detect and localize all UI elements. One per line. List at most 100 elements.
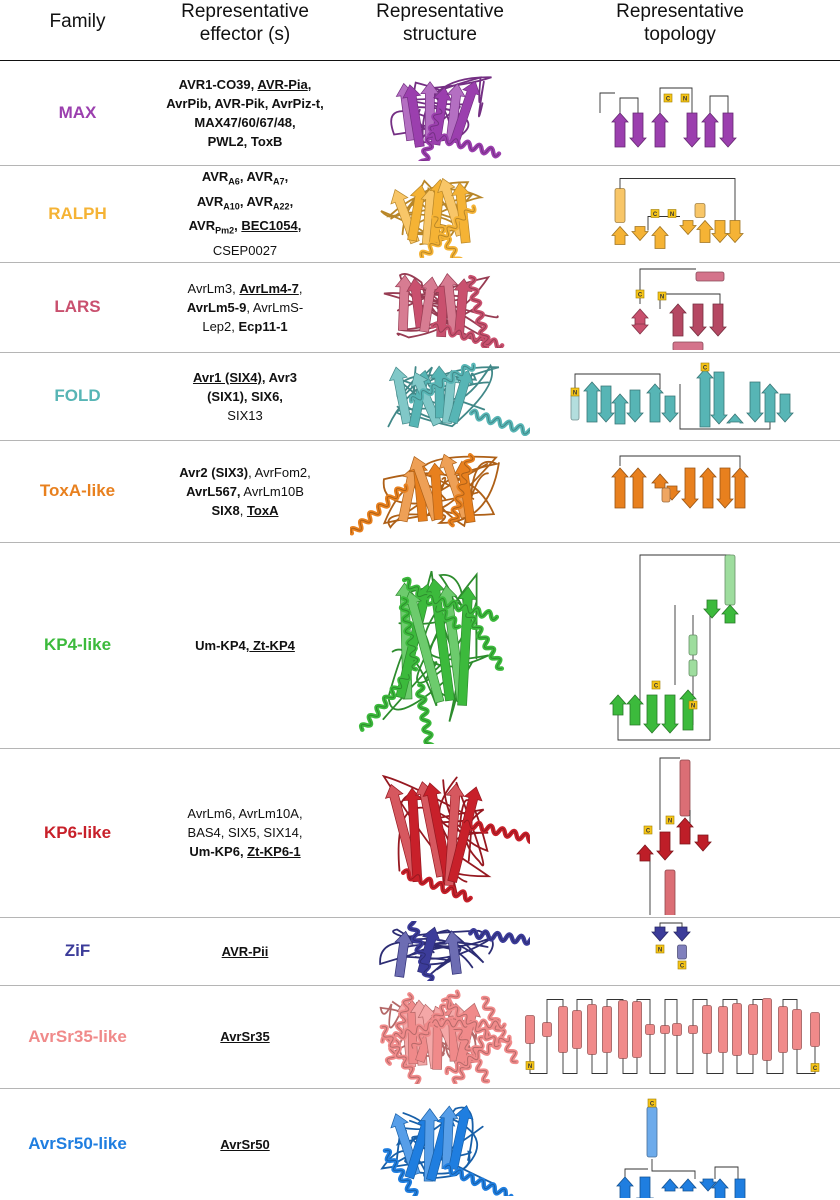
effector-name: AvrLm3, xyxy=(187,280,240,296)
strand-ribbon xyxy=(403,591,445,704)
beta-strand xyxy=(696,368,714,428)
alpha-helix xyxy=(570,393,580,421)
structure-cartoon xyxy=(383,273,505,348)
alpha-helix xyxy=(661,487,671,503)
family-name: AvrSr35-like xyxy=(28,1026,127,1046)
connector-loop xyxy=(639,268,696,304)
beta-strand xyxy=(703,599,721,619)
effector-name: A7 xyxy=(273,176,285,187)
family-name: KP4-like xyxy=(43,635,112,654)
beta-strand xyxy=(651,112,669,148)
alpha-helix xyxy=(602,1006,612,1053)
effector-list: AVRA6, AVRA7, AVRA10, AVRA22, AVRPm2, BEC1… xyxy=(155,165,335,262)
alpha-helix xyxy=(525,1015,535,1044)
header-structure: Representative structure xyxy=(350,0,530,58)
c-terminus-label: C xyxy=(647,1098,657,1108)
structure-cartoon xyxy=(350,453,500,536)
effector-line: AvrLm5-9, AvrLmS- xyxy=(158,298,333,317)
structure-cartoon xyxy=(358,570,505,744)
effector-name: PWL2, ToxB xyxy=(207,134,283,149)
strand-ribbon xyxy=(448,369,475,425)
alpha-helix xyxy=(688,659,698,677)
structure-cartoon xyxy=(379,921,530,981)
beta-strand xyxy=(710,371,728,425)
svg-text:N: N xyxy=(660,295,664,301)
structure-cartoon xyxy=(387,362,530,436)
row-divider xyxy=(0,985,840,986)
n-terminus-label: N xyxy=(657,291,667,301)
beta-strand xyxy=(631,323,649,335)
strand-ribbon xyxy=(447,786,483,884)
effector-name: AvrSr50 xyxy=(220,1136,270,1152)
c-terminus-label: C xyxy=(643,825,653,835)
header-structure-line2: structure xyxy=(403,24,477,45)
n-terminus-label: N xyxy=(525,1061,535,1070)
alpha-helix xyxy=(672,1023,682,1036)
alpha-helix xyxy=(778,1006,788,1053)
connector-loop xyxy=(659,293,721,309)
n-terminus-label: N xyxy=(667,209,677,218)
structure-cartoon xyxy=(380,177,485,258)
beta-strand xyxy=(669,303,687,337)
beta-strand xyxy=(661,395,679,423)
beta-strand xyxy=(721,604,739,624)
topology-diagram xyxy=(520,442,838,540)
beta-strand xyxy=(711,1178,729,1198)
family-name: FOLD xyxy=(54,386,101,405)
c-terminus-label: C xyxy=(663,93,673,103)
effector-line: BAS4, SIX5, SIX14, xyxy=(158,823,333,842)
effector-name: Avr1 (SIX4) xyxy=(192,369,262,385)
effector-line: Lep2, Ecp11-1 xyxy=(158,317,333,336)
beta-strand xyxy=(689,303,707,337)
effector-line: SIX13 xyxy=(158,406,333,425)
c-terminus-label: C xyxy=(810,1063,820,1072)
beta-strand xyxy=(631,226,649,242)
effector-name: AvrLm10B xyxy=(240,483,304,499)
helix-ribbon xyxy=(407,921,435,981)
structure-image xyxy=(350,752,530,913)
beta-strand xyxy=(726,413,744,424)
effector-name: Um-KP4, xyxy=(195,637,250,653)
row-divider xyxy=(0,917,840,918)
effector-list: AvrLm3, AvrLm4-7, AvrLm5-9, AvrLmS- Lep2, … xyxy=(155,262,335,352)
family-row: FOLD Avr1 (SIX4), Avr3 (SIX1), SIX6, SIX13 N… xyxy=(0,352,840,440)
helix-ribbon xyxy=(400,868,473,903)
alpha-helix xyxy=(679,759,691,817)
row-divider xyxy=(0,165,840,166)
alpha-helix xyxy=(677,944,687,960)
beta-strand xyxy=(651,473,669,489)
beta-strand xyxy=(629,467,647,509)
strand-ribbon xyxy=(449,80,481,145)
effector-name: Zt-KP6-1 xyxy=(247,844,301,859)
helix-ribbon xyxy=(415,682,436,744)
strand-ribbon xyxy=(388,366,412,425)
effector-line: AvrLm6, AvrLm10A, xyxy=(158,804,333,823)
alpha-helix xyxy=(572,1010,582,1049)
svg-text:C: C xyxy=(680,964,685,970)
family-row: ZiF AVR-Pii N C xyxy=(0,917,840,985)
effector-name: , xyxy=(307,77,312,92)
svg-text:C: C xyxy=(653,212,658,218)
beta-strand xyxy=(656,831,674,861)
svg-text:N: N xyxy=(683,97,687,103)
alpha-helix xyxy=(792,1009,802,1050)
effector-name: (SIX1), SIX6, xyxy=(207,388,283,404)
alpha-helix xyxy=(718,1006,728,1053)
helix-ribbon xyxy=(461,818,530,845)
effector-name: , xyxy=(297,218,302,234)
effector-line: AvrPib, AVR-Pik, AvrPiz-t, xyxy=(158,94,333,113)
alpha-helix xyxy=(695,271,725,282)
alpha-helix xyxy=(614,188,626,223)
effector-list: AvrSr35 xyxy=(155,985,335,1088)
family-row: KP6-like AvrLm6, AvrLm10A, BAS4, SIX5, SIX… xyxy=(0,748,840,917)
effector-line: AvrL567, AvrLm10B xyxy=(158,482,333,501)
effector-name: Um-KP6, xyxy=(189,844,248,859)
svg-text:C: C xyxy=(646,829,651,835)
row-divider xyxy=(0,1088,840,1089)
effector-name: , xyxy=(298,280,303,296)
family-row: AvrSr35-like AvrSr35 N C xyxy=(0,985,840,1088)
family-name: AvrSr50-like xyxy=(28,1134,127,1153)
